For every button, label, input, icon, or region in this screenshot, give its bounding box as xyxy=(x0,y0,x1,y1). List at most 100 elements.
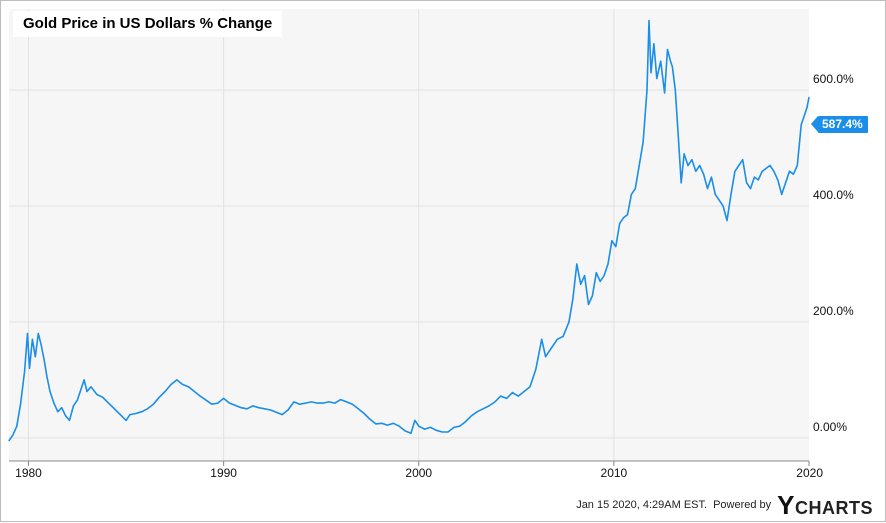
data-point xyxy=(240,407,242,409)
data-point xyxy=(792,173,795,175)
data-point xyxy=(435,429,437,431)
data-point xyxy=(607,263,609,265)
data-point xyxy=(299,403,301,405)
data-point xyxy=(152,403,154,405)
data-point xyxy=(691,159,693,161)
data-point xyxy=(804,112,806,114)
data-point xyxy=(476,411,478,413)
data-point xyxy=(28,367,31,369)
data-point xyxy=(699,164,701,167)
data-point xyxy=(68,419,71,421)
data-point xyxy=(102,396,104,398)
y-tick-label: 200.0% xyxy=(813,304,854,318)
y-tick-label: 400.0% xyxy=(813,188,854,202)
data-point xyxy=(683,153,685,155)
data-point xyxy=(517,395,519,397)
x-tick-label: 1990 xyxy=(210,466,237,480)
data-point xyxy=(12,434,14,436)
data-point xyxy=(316,402,318,404)
data-point xyxy=(494,401,496,403)
footer: Jan 15 2020, 4:29AM EST. Powered by YCHA… xyxy=(576,490,873,520)
y-tick-label: 0.00% xyxy=(813,420,847,434)
data-point xyxy=(275,411,277,413)
y-tick-label: 600.0% xyxy=(813,72,854,86)
data-point xyxy=(664,92,666,94)
data-point xyxy=(357,408,359,410)
data-point xyxy=(187,386,190,388)
data-point xyxy=(363,412,365,415)
data-point xyxy=(529,386,531,388)
data-point xyxy=(646,89,648,91)
data-point xyxy=(76,399,78,401)
data-point xyxy=(806,106,808,109)
data-point xyxy=(599,280,601,282)
data-point xyxy=(615,246,617,248)
data-point xyxy=(340,399,342,401)
data-point xyxy=(626,214,629,216)
data-point xyxy=(16,425,18,427)
data-point xyxy=(746,182,748,184)
data-point xyxy=(800,124,802,126)
data-point xyxy=(603,275,605,277)
data-point xyxy=(749,188,752,190)
data-point xyxy=(53,402,55,404)
data-point xyxy=(674,89,676,91)
data-point xyxy=(217,402,219,404)
data-point xyxy=(170,383,172,386)
data-point xyxy=(293,401,295,403)
series-layer xyxy=(8,19,810,442)
data-point xyxy=(269,409,272,411)
data-point xyxy=(381,422,383,424)
data-point xyxy=(550,347,553,349)
data-point xyxy=(404,430,406,432)
data-point xyxy=(769,164,771,167)
data-point xyxy=(310,401,312,403)
data-point xyxy=(541,338,543,340)
data-point xyxy=(488,405,490,407)
data-point xyxy=(587,303,590,306)
data-point xyxy=(796,164,798,167)
data-point xyxy=(722,205,724,207)
data-point xyxy=(346,401,348,403)
data-point xyxy=(90,386,92,388)
data-point xyxy=(619,222,621,224)
data-point xyxy=(223,397,225,399)
data-point xyxy=(777,179,779,181)
data-point xyxy=(37,332,39,335)
plot-area xyxy=(9,9,809,461)
data-point xyxy=(453,426,455,428)
data-point xyxy=(158,396,160,398)
data-point xyxy=(595,272,597,274)
data-point xyxy=(638,164,640,167)
data-point xyxy=(424,428,426,430)
data-point xyxy=(83,379,85,381)
data-point xyxy=(465,421,467,423)
data-point xyxy=(305,402,307,404)
data-point xyxy=(369,418,371,420)
data-point xyxy=(623,217,625,219)
data-point xyxy=(591,295,594,297)
data-point xyxy=(125,419,127,421)
data-point xyxy=(584,275,586,277)
data-point xyxy=(199,395,201,397)
data-point xyxy=(611,240,613,242)
series-line xyxy=(8,19,810,442)
data-point xyxy=(20,402,22,404)
logo-text: CHARTS xyxy=(795,497,873,518)
data-point xyxy=(680,182,682,184)
data-point xyxy=(706,188,709,190)
data-point xyxy=(264,408,266,410)
axes: 0.00% 200.0% 400.0% 600.0% 1980 1990 2000 2010 2… xyxy=(9,72,854,480)
data-point xyxy=(135,412,137,415)
ycharts-logo[interactable]: YCHARTS xyxy=(777,490,873,521)
data-point xyxy=(568,321,570,323)
data-point xyxy=(773,170,775,172)
powered-by-label: Powered by xyxy=(713,499,772,511)
data-point xyxy=(107,402,110,404)
data-point xyxy=(164,390,166,393)
x-tick-label: 2010 xyxy=(601,466,628,480)
data-point xyxy=(211,403,213,405)
data-point xyxy=(671,66,674,68)
data-point xyxy=(40,344,42,346)
